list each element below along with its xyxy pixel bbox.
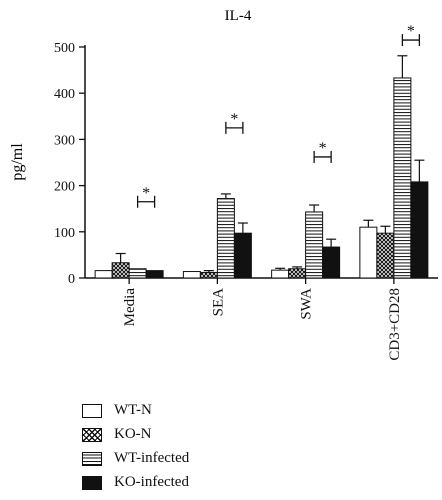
y-axis-label: pg/ml <box>9 143 26 181</box>
bar-ko-infected-media <box>145 270 164 279</box>
bar-ko-n-media <box>111 262 130 279</box>
legend-label-wt-infected: WT-infected <box>114 450 190 466</box>
x-tick-label-media: Media <box>122 288 138 327</box>
y-tick-label-100: 100 <box>54 226 75 241</box>
legend-item-wt-infected: WT-infected <box>82 448 189 469</box>
legend-swatch-ko-infected <box>82 475 102 490</box>
legend-swatch-wt-infected <box>82 451 102 466</box>
bar-wt-n-cd3-cd28 <box>359 226 378 279</box>
bar-wt-infected-media <box>128 268 147 279</box>
il4-bar-chart: IL-4 pg/ml 0 100 200 300 400 500 Media SEA SWA CD… <box>9 8 438 361</box>
legend-item-ko-infected: KO-infected <box>82 472 189 493</box>
bar-ko-n-cd3-cd28 <box>376 232 395 279</box>
x-tick-label-cd3-cd28: CD3+CD28 <box>387 288 403 361</box>
legend-item-wt-n: WT-N <box>82 400 189 421</box>
legend-label-ko-infected: KO-infected <box>114 474 189 490</box>
x-tick-label-sea: SEA <box>210 288 226 317</box>
y-tick-label-500: 500 <box>54 41 75 56</box>
y-tick-label-400: 400 <box>54 87 75 102</box>
y-tick-label-300: 300 <box>54 133 75 148</box>
bar-ko-n-sea <box>199 271 218 279</box>
y-tick-label-0: 0 <box>68 272 75 287</box>
legend-label-wt-n: WT-N <box>114 402 152 418</box>
bar-wt-infected-cd3-cd28 <box>393 77 412 279</box>
bar-ko-n-swa <box>288 268 307 279</box>
legend-swatch-wt-n <box>82 403 102 418</box>
bar-wt-infected-sea <box>216 198 235 279</box>
y-tick-label-200: 200 <box>54 180 75 195</box>
legend-item-ko-n: KO-N <box>82 424 189 445</box>
bar-ko-infected-sea <box>233 232 252 279</box>
plot-area: 0 100 200 300 400 500 Media SEA SWA CD3+CD28 * * * * <box>54 23 438 361</box>
bar-wt-infected-swa <box>305 211 324 279</box>
chart-title: IL-4 <box>225 8 252 24</box>
bar-ko-infected-swa <box>322 246 341 279</box>
bar-wt-n-sea <box>182 271 201 279</box>
sig-asterisk-sea: * <box>230 111 238 128</box>
legend-swatch-ko-n <box>82 427 102 442</box>
sig-asterisk-cd3-cd28: * <box>407 23 415 40</box>
x-tick-label-swa: SWA <box>299 288 315 320</box>
sig-asterisk-media: * <box>142 185 150 202</box>
sig-asterisk-swa: * <box>319 140 327 157</box>
legend: WT-N KO-N WT-infected KO-infected <box>82 400 189 496</box>
legend-label-ko-n: KO-N <box>114 426 152 442</box>
bar-wt-n-media <box>94 270 113 279</box>
bar-wt-n-swa <box>271 269 290 279</box>
bar-ko-infected-cd3-cd28 <box>410 181 429 279</box>
